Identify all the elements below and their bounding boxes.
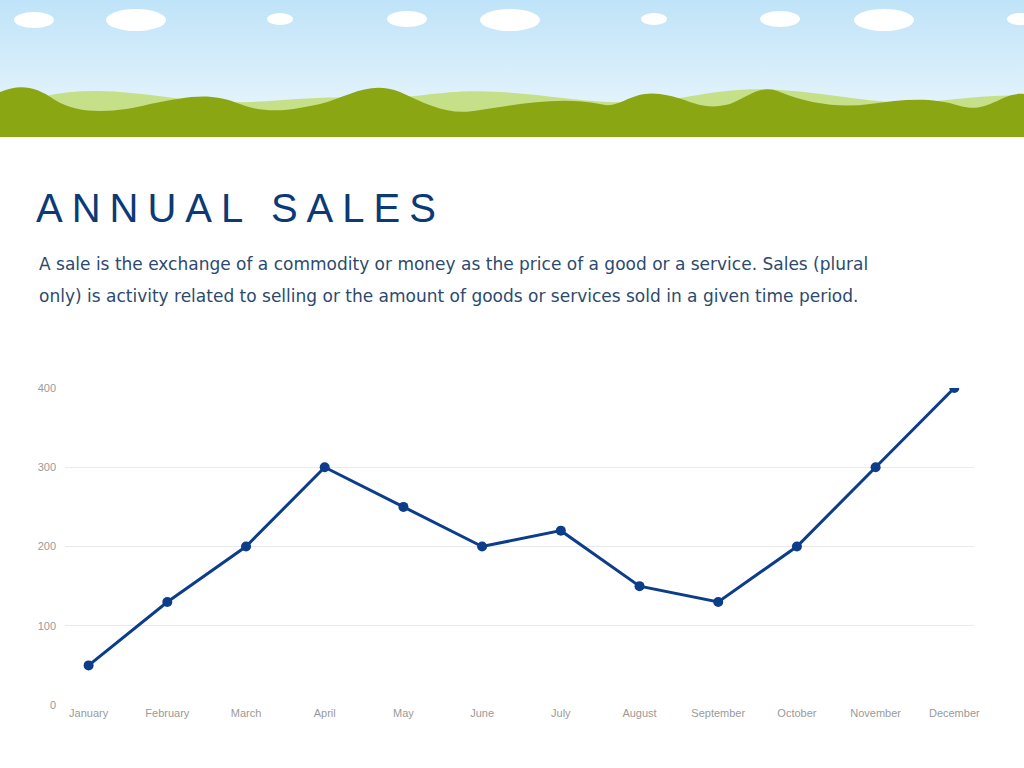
svg-text:March: March (231, 707, 262, 719)
svg-text:February: February (145, 707, 190, 719)
svg-text:400: 400 (38, 382, 56, 394)
svg-text:July: July (551, 707, 571, 719)
svg-text:October: October (777, 707, 816, 719)
svg-text:June: June (470, 707, 494, 719)
svg-text:200: 200 (38, 540, 56, 552)
svg-text:May: May (393, 707, 414, 719)
svg-text:0: 0 (50, 699, 56, 711)
svg-text:November: November (850, 707, 901, 719)
svg-text:December: December (929, 707, 980, 719)
svg-text:January: January (69, 707, 109, 719)
svg-text:100: 100 (38, 620, 56, 632)
svg-text:April: April (314, 707, 336, 719)
svg-text:August: August (622, 707, 656, 719)
svg-text:September: September (691, 707, 745, 719)
html-text:A sale is the exchange of a co: A sale is the exchange of a commodity or… (39, 254, 869, 306)
svg-text:300: 300 (38, 461, 56, 473)
html-text:ANNUAL SALES: ANNUAL SALES (36, 186, 445, 230)
